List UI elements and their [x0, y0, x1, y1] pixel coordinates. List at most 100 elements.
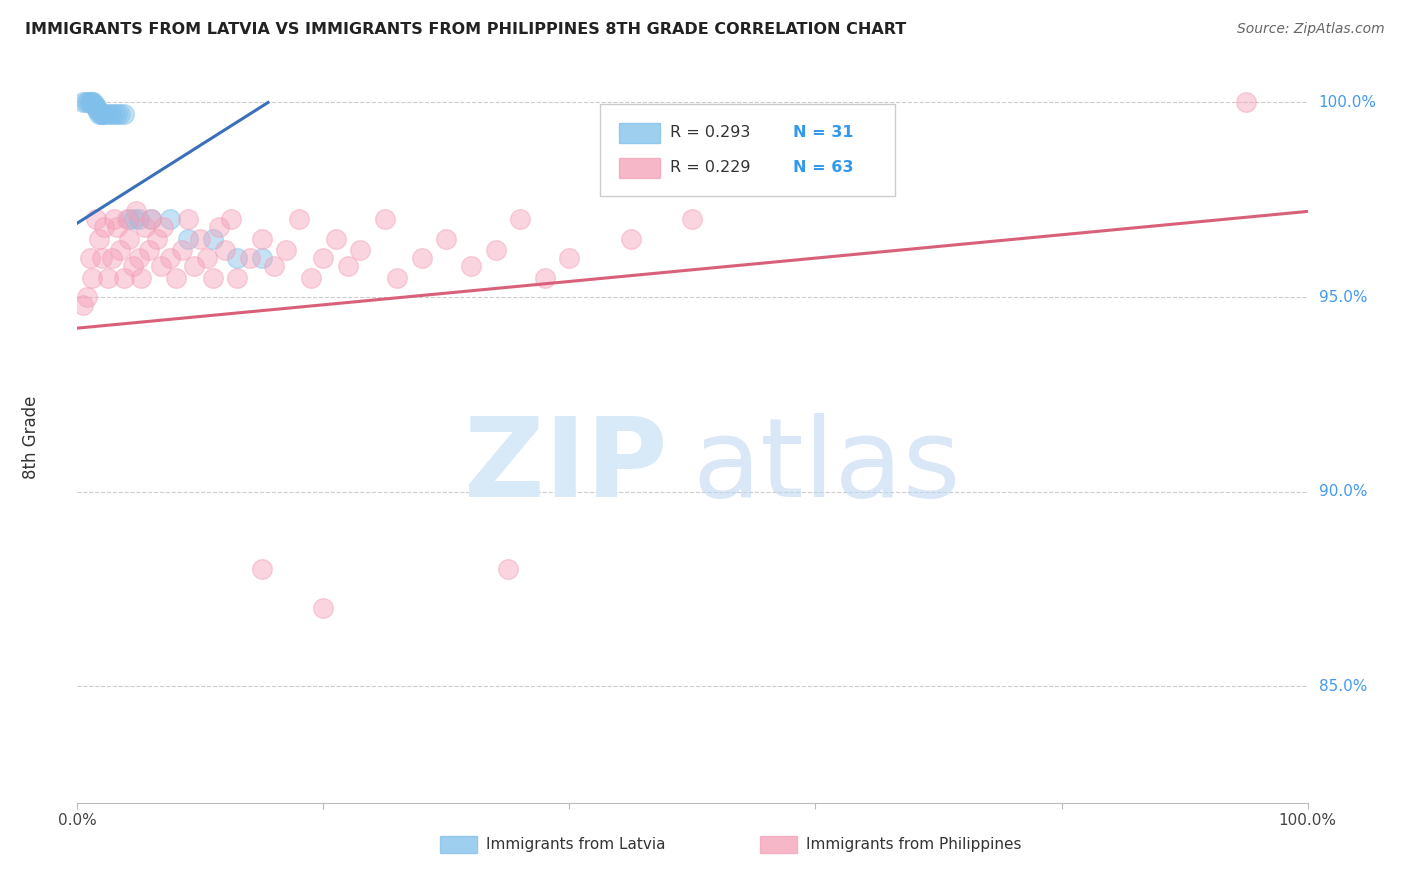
- Point: [146, 232, 169, 246]
- Point: [89, 107, 111, 121]
- Point: [87, 103, 110, 118]
- Point: [138, 244, 160, 258]
- Point: [75, 95, 97, 110]
- Point: [101, 251, 124, 265]
- Text: 85.0%: 85.0%: [1319, 679, 1367, 694]
- Text: 95.0%: 95.0%: [1319, 290, 1367, 304]
- Text: Immigrants from Philippines: Immigrants from Philippines: [806, 837, 1021, 852]
- Point: [219, 212, 242, 227]
- Point: [118, 212, 141, 227]
- Point: [83, 99, 105, 113]
- Point: [105, 107, 128, 121]
- Point: [112, 270, 135, 285]
- Text: 100.0%: 100.0%: [1319, 95, 1376, 110]
- Point: [208, 219, 231, 234]
- Point: [620, 232, 643, 246]
- Point: [84, 99, 107, 113]
- Point: [141, 212, 163, 227]
- Point: [485, 244, 508, 258]
- Text: ZIP: ZIP: [464, 413, 668, 520]
- Text: R = 0.293: R = 0.293: [671, 125, 751, 140]
- Point: [86, 103, 108, 118]
- Text: R = 0.229: R = 0.229: [671, 161, 751, 176]
- Point: [337, 259, 360, 273]
- Point: [1234, 95, 1257, 110]
- Point: [79, 95, 101, 110]
- Point: [122, 212, 145, 227]
- Point: [141, 212, 163, 227]
- Point: [288, 212, 311, 227]
- Point: [201, 232, 224, 246]
- Point: [496, 562, 519, 576]
- Point: [93, 107, 115, 121]
- Point: [188, 232, 212, 246]
- Point: [110, 244, 132, 258]
- Point: [128, 212, 150, 227]
- Point: [374, 212, 396, 227]
- Point: [80, 95, 103, 110]
- Text: N = 63: N = 63: [793, 161, 853, 176]
- Point: [177, 232, 200, 246]
- Bar: [440, 837, 477, 853]
- Point: [118, 232, 141, 246]
- Point: [436, 232, 458, 246]
- Bar: [619, 122, 661, 143]
- Point: [509, 212, 531, 227]
- Point: [312, 601, 335, 615]
- Point: [250, 562, 273, 576]
- Point: [263, 259, 285, 273]
- Point: [115, 212, 138, 227]
- Point: [460, 259, 482, 273]
- Text: atlas: atlas: [693, 413, 960, 520]
- Point: [121, 259, 143, 273]
- Text: Source: ZipAtlas.com: Source: ZipAtlas.com: [1237, 22, 1385, 37]
- Point: [90, 107, 112, 121]
- Point: [72, 95, 94, 110]
- Point: [110, 107, 132, 121]
- Point: [134, 219, 156, 234]
- Point: [250, 232, 273, 246]
- Point: [226, 270, 249, 285]
- Point: [129, 270, 153, 285]
- Point: [312, 251, 335, 265]
- Point: [112, 107, 135, 121]
- Point: [97, 107, 120, 121]
- Point: [276, 244, 298, 258]
- Point: [72, 298, 94, 312]
- Point: [128, 251, 150, 265]
- Point: [183, 259, 205, 273]
- Point: [82, 270, 104, 285]
- Point: [103, 107, 125, 121]
- Point: [76, 290, 98, 304]
- Point: [105, 219, 128, 234]
- Point: [103, 212, 125, 227]
- Point: [152, 219, 174, 234]
- Point: [226, 251, 249, 265]
- Point: [82, 95, 104, 110]
- Point: [90, 251, 114, 265]
- Point: [239, 251, 262, 265]
- Point: [534, 270, 557, 285]
- Point: [82, 95, 104, 110]
- Point: [79, 251, 101, 265]
- Point: [91, 107, 114, 121]
- Point: [177, 212, 200, 227]
- Point: [170, 244, 193, 258]
- Point: [349, 244, 371, 258]
- Point: [97, 270, 120, 285]
- Bar: [619, 158, 661, 178]
- Point: [214, 244, 236, 258]
- Point: [195, 251, 218, 265]
- Point: [325, 232, 347, 246]
- Point: [682, 212, 704, 227]
- Point: [89, 232, 111, 246]
- Text: 90.0%: 90.0%: [1319, 484, 1367, 499]
- FancyBboxPatch shape: [600, 104, 896, 195]
- Text: 8th Grade: 8th Grade: [21, 395, 39, 479]
- Point: [159, 251, 181, 265]
- Point: [125, 204, 148, 219]
- Bar: [761, 837, 797, 853]
- Point: [299, 270, 322, 285]
- Point: [385, 270, 409, 285]
- Point: [250, 251, 273, 265]
